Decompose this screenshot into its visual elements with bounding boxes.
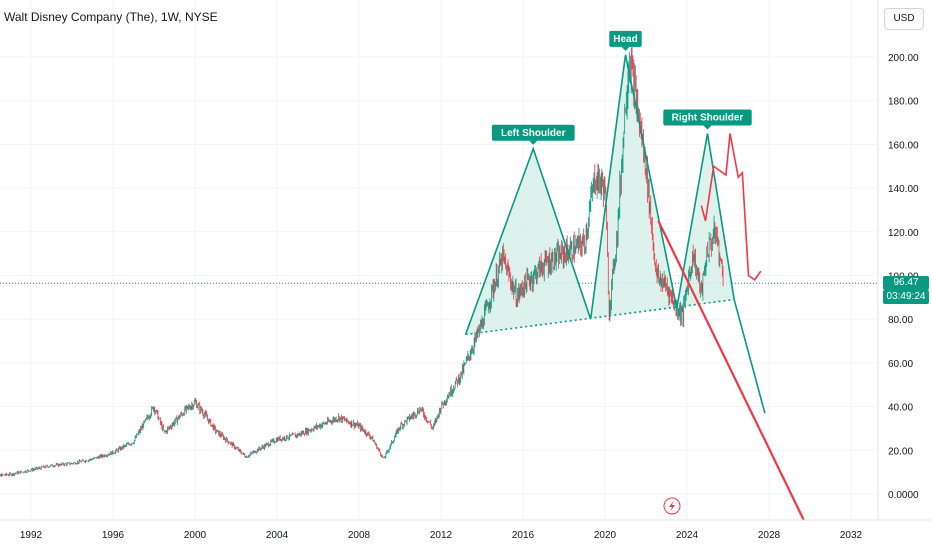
pattern-label[interactable]: Right Shoulder: [663, 109, 752, 130]
y-tick-label: 200.00: [888, 53, 919, 64]
pattern-fill: [465, 54, 735, 335]
x-tick-label: 1996: [102, 530, 125, 541]
y-tick-label: 60.00: [888, 359, 913, 370]
pattern-label[interactable]: Head: [609, 30, 642, 51]
y-tick-label: 20.00: [888, 446, 913, 457]
pattern-label-pointer: [621, 46, 630, 51]
neckline: [465, 298, 735, 336]
x-tick-label: 2024: [676, 530, 699, 541]
last-price-badge: 96.47: [883, 276, 929, 291]
forecast-lines: [657, 133, 805, 521]
time-axis[interactable]: 1992 1996 2000 2004 2008 2012 2016 2020 2024 2028…: [20, 530, 863, 541]
x-tick-label: 2032: [840, 530, 863, 541]
downtrend-line: [657, 220, 805, 521]
x-tick-label: 2016: [512, 530, 535, 541]
lightning-icon[interactable]: [663, 497, 681, 515]
chart-title: Walt Disney Company (The), 1W, NYSE: [4, 10, 218, 24]
pattern-label-box: [491, 124, 575, 141]
bar-countdown-badge: 03:49:24: [883, 290, 929, 305]
pattern-label-pointer: [703, 125, 712, 130]
pattern-area: [465, 54, 735, 335]
currency-button[interactable]: USD: [884, 8, 924, 30]
grid-lines: [0, 0, 877, 519]
pattern-labels: Left Shoulder Head Right Shoulder: [491, 30, 752, 145]
pattern-label[interactable]: Left Shoulder: [491, 124, 575, 145]
y-tick-label: 0.0000: [888, 490, 919, 501]
pattern-projection: [733, 299, 766, 414]
y-tick-label: 80.00: [888, 315, 913, 326]
x-tick-label: 1992: [20, 530, 43, 541]
price-forecast-path: [700, 133, 762, 281]
price-axis[interactable]: 200.00180.00160.00140.00120.00100.0080.0…: [888, 53, 919, 501]
x-tick-label: 2008: [348, 530, 371, 541]
y-tick-label: 140.00: [888, 184, 919, 195]
x-tick-label: 2028: [758, 530, 781, 541]
pattern-label-text: Left Shoulder: [501, 128, 566, 139]
y-tick-label: 180.00: [888, 97, 919, 108]
x-tick-label: 2004: [266, 530, 289, 541]
x-tick-label: 2000: [184, 530, 207, 541]
x-tick-label: 2012: [430, 530, 453, 541]
y-tick-label: 40.00: [888, 403, 913, 414]
pattern-outline: [464, 54, 735, 335]
x-tick-label: 2020: [594, 530, 617, 541]
pattern-label-text: Right Shoulder: [672, 112, 744, 123]
pattern-label-text: Head: [613, 34, 637, 45]
pattern-label-pointer: [529, 140, 538, 145]
pattern-label-box: [663, 109, 752, 126]
pattern-label-box: [609, 30, 642, 47]
y-tick-label: 160.00: [888, 140, 919, 151]
price-series: [0, 44, 724, 477]
y-tick-label: 120.00: [888, 228, 919, 239]
head-and-shoulders-pattern: [464, 54, 766, 414]
